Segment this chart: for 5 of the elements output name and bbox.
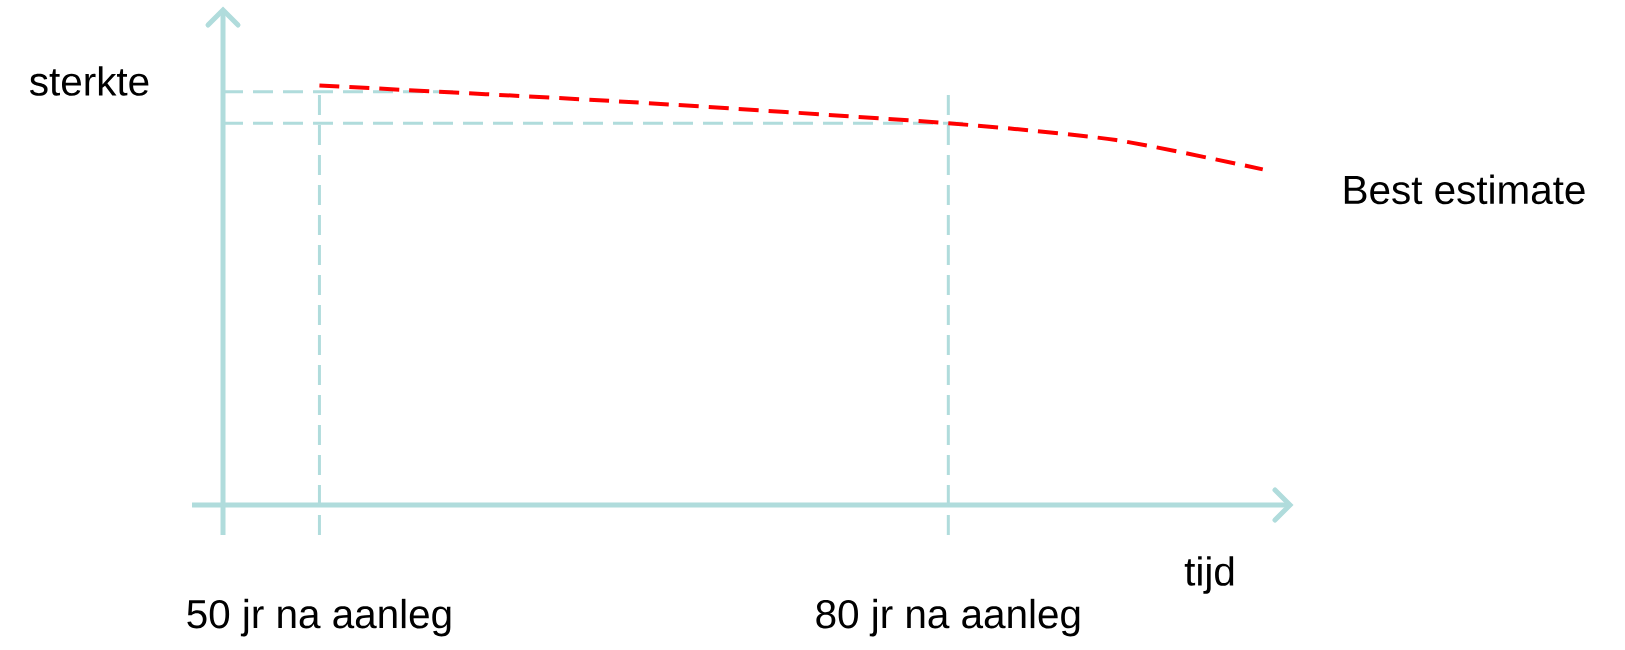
text: Best estimate bbox=[1344, 174, 1585, 205]
x-axis-title: tijd bbox=[1184, 556, 1234, 594]
x-tick-label: 80 jr na aanleg bbox=[816, 598, 1080, 637]
y-axis-title: sterkte bbox=[29, 66, 149, 96]
x-tick-label: 50 jr na aanleg bbox=[187, 598, 451, 637]
